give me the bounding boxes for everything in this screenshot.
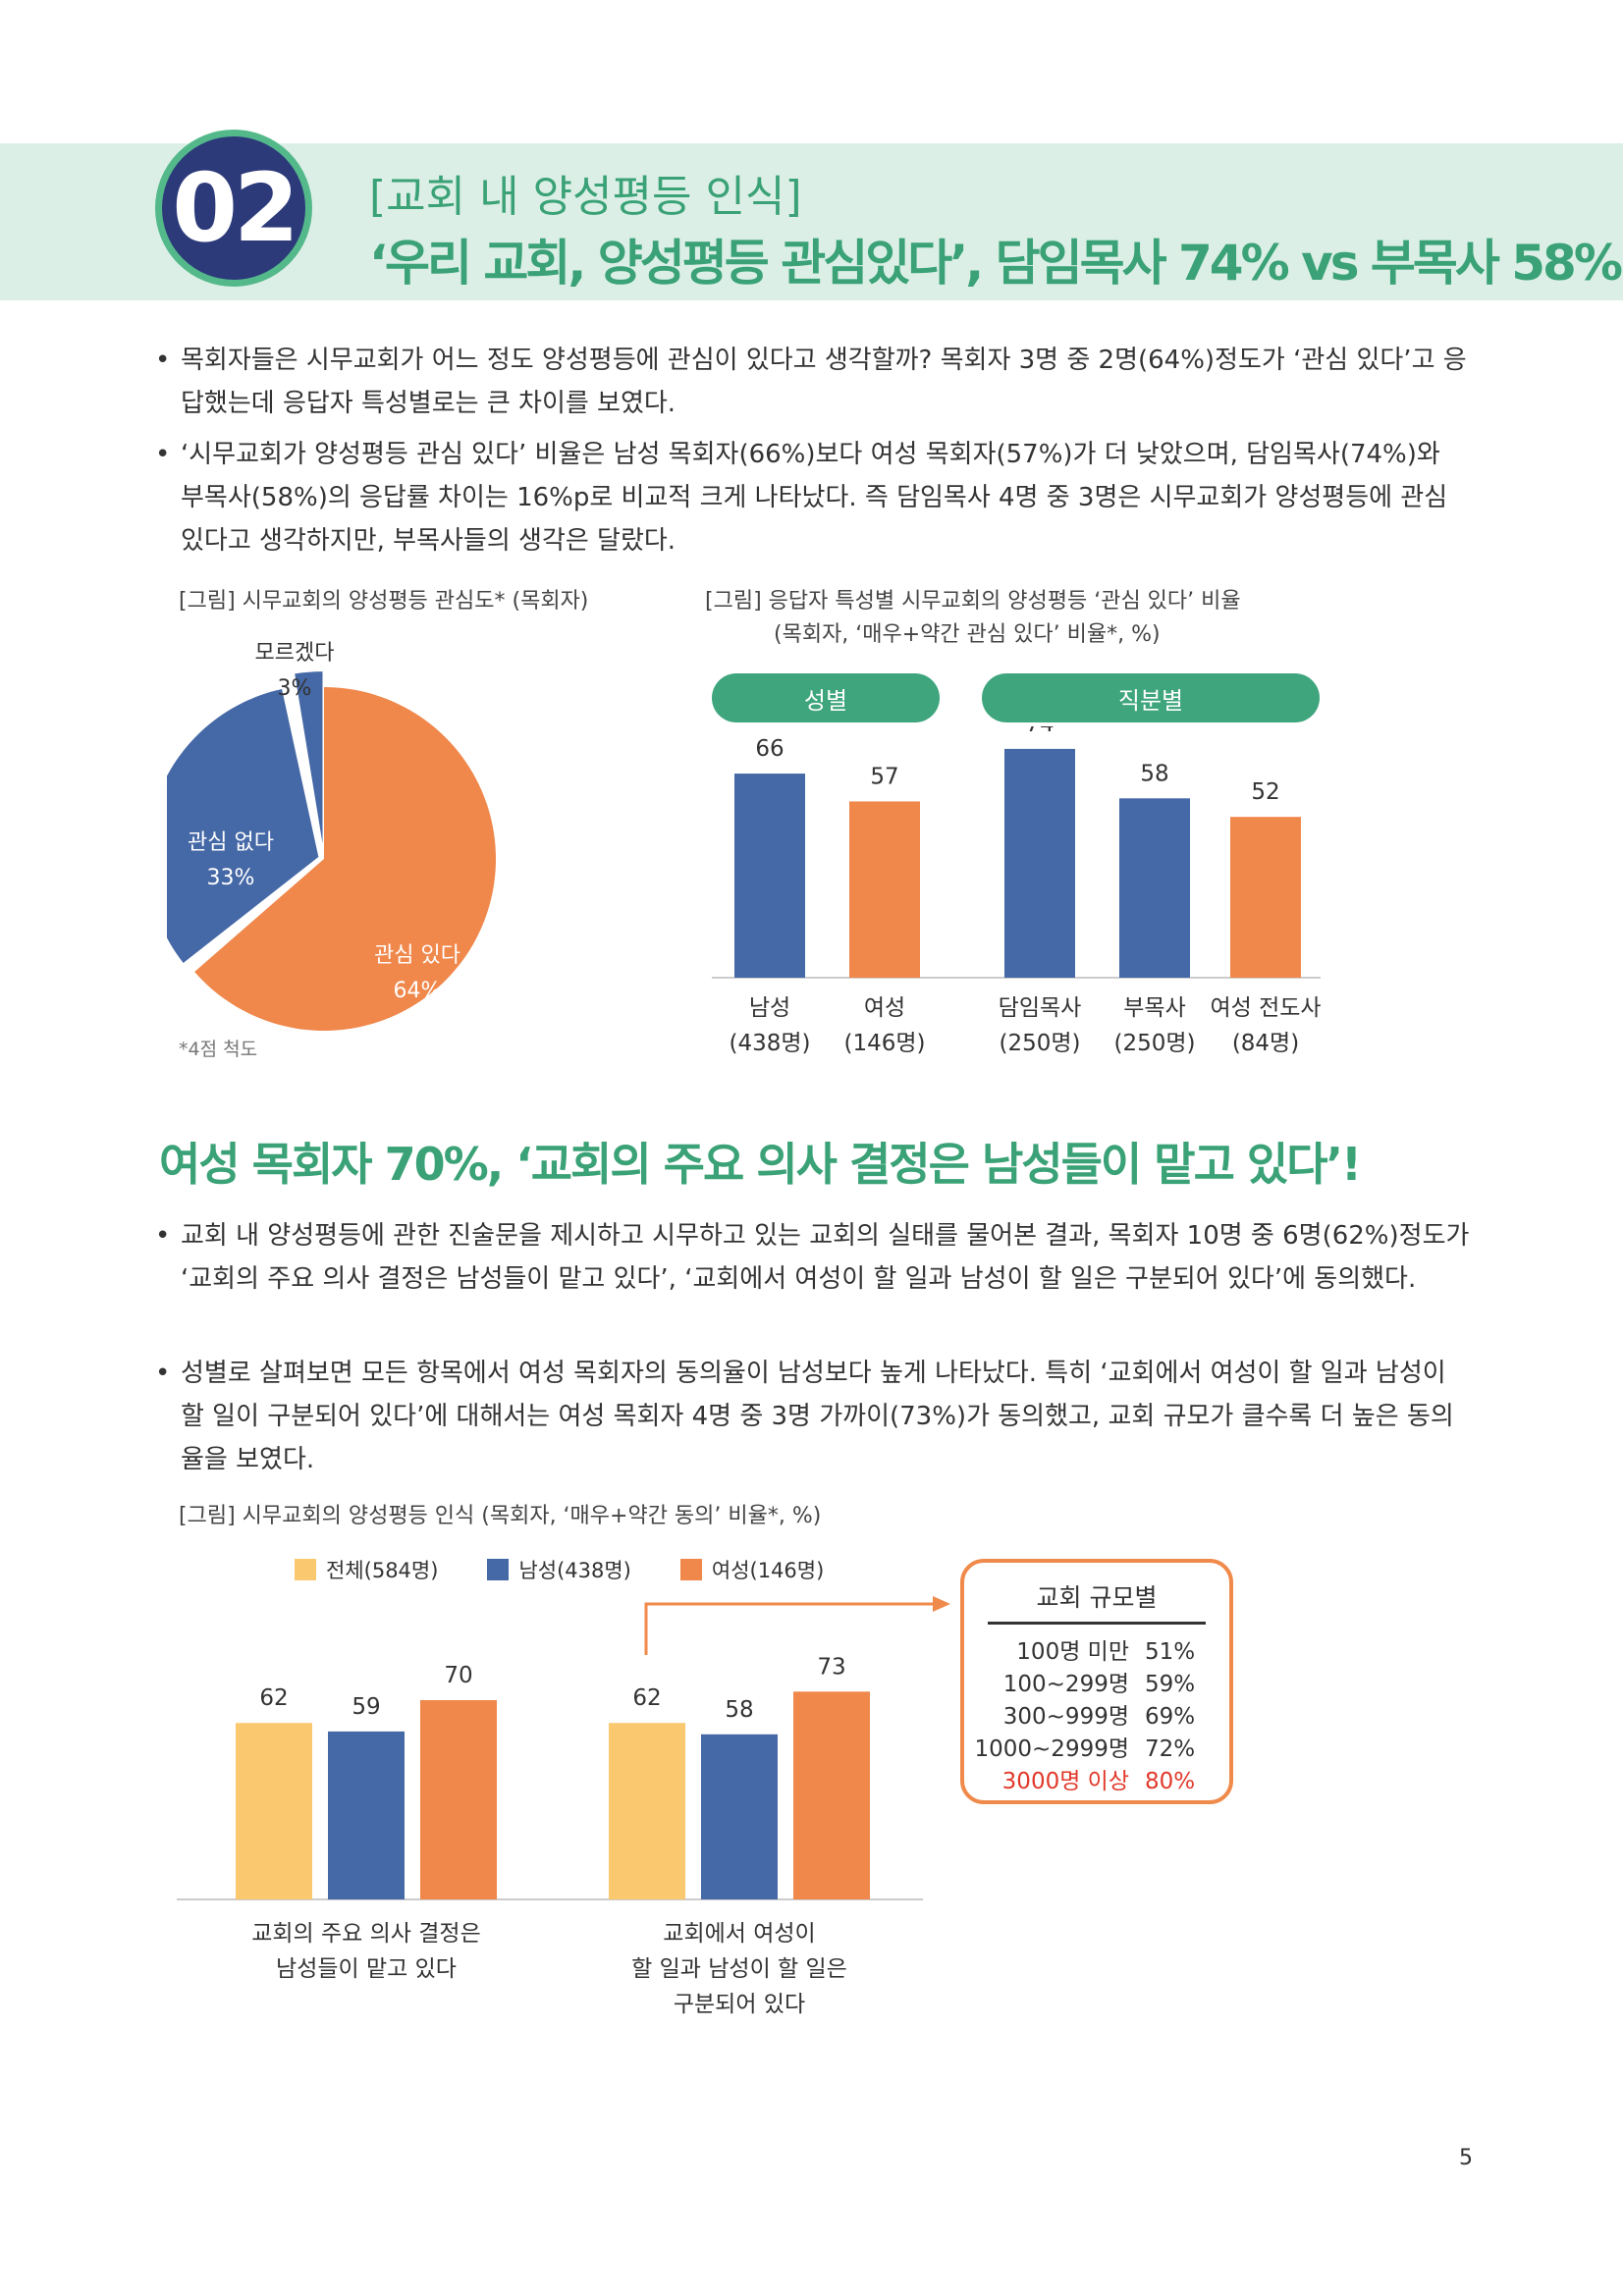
legend-swatch [679, 1559, 702, 1580]
bullet-paragraph: • 성별로 살펴보면 모든 항목에서 여성 목회자의 동의율이 남성보다 높게 … [155, 1352, 1471, 1481]
bullet-paragraph: • ‘시무교회가 양성평등 관심 있다’ 비율은 남성 목회자(66%)보다 여… [155, 433, 1471, 562]
bar-value-label: 58 [725, 1697, 753, 1723]
pie-slice [167, 688, 319, 963]
bullet-paragraph: • 목회자들은 시무교회가 어느 정도 양성평등에 관심이 있다고 생각할까? … [155, 339, 1471, 425]
bar [328, 1731, 405, 1899]
legend-swatch [295, 1559, 316, 1580]
bullet-dot: • [155, 440, 171, 469]
page-number: 5 [1459, 2146, 1473, 2170]
legend-item: 남성(438명) [487, 1555, 631, 1584]
arrow-to-size-box [644, 1596, 950, 1655]
pie-slice-value: 3% [278, 676, 312, 701]
bullet-dot: • [155, 346, 171, 375]
legend-item: 여성(146명) [679, 1555, 825, 1584]
pie-slice-value: 64% [394, 979, 442, 1003]
bar-value-label: 62 [259, 1685, 288, 1711]
bar-value-label: 52 [1251, 779, 1279, 805]
bar [1004, 748, 1075, 978]
bar [701, 1734, 778, 1899]
legend-label: 남성(438명) [518, 1559, 631, 1582]
arrow-head-icon [933, 1596, 950, 1612]
bars2-caption: [그림] 시무교회의 양성평등 인식 (목회자, ‘매우+약간 동의’ 비율*,… [179, 1504, 822, 1528]
pie-slice-name: 모르겠다 [255, 641, 335, 666]
pie-slice [194, 687, 496, 1031]
bar-value-label: 58 [1140, 761, 1168, 786]
bar-category-label: 교회에서 여성이 [663, 1921, 815, 1947]
section-kicker: [교회 내 양성평등 인식] [369, 172, 802, 222]
bar-value-label: 73 [817, 1654, 845, 1680]
group-pill-gender: 성별 [712, 673, 940, 722]
bar-category-n: (146명) [843, 1031, 925, 1056]
legend: 전체(584명) 남성(438명) 여성(146명) [295, 1555, 824, 1584]
bar-category-label: 여성 전도사 [1210, 995, 1321, 1021]
bar-value-label: 57 [870, 764, 898, 789]
bar-category-label: 교회의 주요 의사 결정은 [251, 1921, 481, 1947]
bullet-dot: • [155, 1359, 171, 1388]
pie-slice-name: 관심 없다 [188, 830, 274, 855]
legend-item: 전체(584명) [295, 1555, 438, 1584]
pie-footnote: *4점 척도 [179, 1039, 258, 1060]
bars1-caption-sub: (목회자, ‘매우+약간 관심 있다’ 비율*, %) [774, 622, 1161, 647]
bar [420, 1700, 497, 1899]
bar-category-n: (84명) [1232, 1031, 1299, 1056]
bullet-dot: • [155, 1221, 171, 1251]
section2-heading: 여성 목회자 70%, ‘교회의 주요 의사 결정은 남성들이 맡고 있다’! [159, 1138, 1362, 1191]
pie-slice-value: 33% [207, 866, 255, 890]
bar-category-label: 여성 [864, 995, 905, 1021]
bar-category-label: 남성 [749, 995, 790, 1021]
bar-category-n: (250명) [999, 1031, 1080, 1056]
size-box-rule [988, 1622, 1206, 1625]
legend-label: 전체(584명) [326, 1559, 439, 1582]
group-pill-position: 직분별 [982, 673, 1320, 722]
bar [236, 1723, 312, 1899]
bar [1230, 817, 1301, 978]
bar-chart-interest: 66 남성 (438명) 57 여성 (146명) 74 담임목사 (250명) 58 부목사 (25… [712, 726, 1321, 1056]
pie-slice [295, 671, 323, 844]
pie-caption: [그림] 시무교회의 양성평등 관심도* (목회자) [179, 589, 589, 614]
bullet-paragraph: • 교회 내 양성평등에 관한 진술문을 제시하고 시무하고 있는 교회의 실태… [155, 1214, 1471, 1301]
pie-chart: 관심 있다 64% 관심 없다 33% 모르겠다 3% [167, 641, 496, 1031]
bar [849, 801, 920, 978]
bar-value-label: 74 [1025, 726, 1054, 737]
section-title: ‘우리 교회, 양성평등 관심있다’, 담임목사 74% vs 부목사 58%! [369, 235, 1623, 292]
legend-swatch [487, 1559, 510, 1580]
church-size-box: 교회 규모별 100명 미만 51% 100~299명 59% 300~999명… [960, 1559, 1233, 1804]
bar-category-n: (250명) [1113, 1031, 1195, 1056]
bar-category-label: 할 일과 남성이 할 일은 [631, 1956, 847, 1982]
bar [609, 1723, 685, 1899]
bar-value-label: 62 [632, 1685, 661, 1711]
bar-category-label: 남성들이 맡고 있다 [276, 1956, 457, 1982]
bars1-caption: [그림] 응답자 특성별 시무교회의 양성평등 ‘관심 있다’ 비율 [705, 589, 1241, 614]
bar [734, 774, 805, 978]
pie-slice-name: 관심 있다 [374, 943, 460, 968]
arrow-line [644, 1602, 933, 1655]
bar-category-label: 부목사 [1123, 995, 1185, 1021]
bar-value-label: 59 [352, 1694, 380, 1720]
bar-value-label: 70 [444, 1663, 472, 1688]
size-box-title: 교회 규모별 [1036, 1583, 1158, 1612]
bar-category-label: 구분되어 있다 [674, 1992, 805, 2017]
bar-value-label: 66 [755, 736, 784, 762]
bar-category-n: (438명) [729, 1031, 810, 1056]
bar [1119, 798, 1190, 978]
bar [793, 1691, 870, 1899]
bar-category-label: 담임목사 [999, 995, 1082, 1021]
legend-label: 여성(146명) [711, 1559, 825, 1582]
section-number-badge: 02 [155, 130, 312, 287]
